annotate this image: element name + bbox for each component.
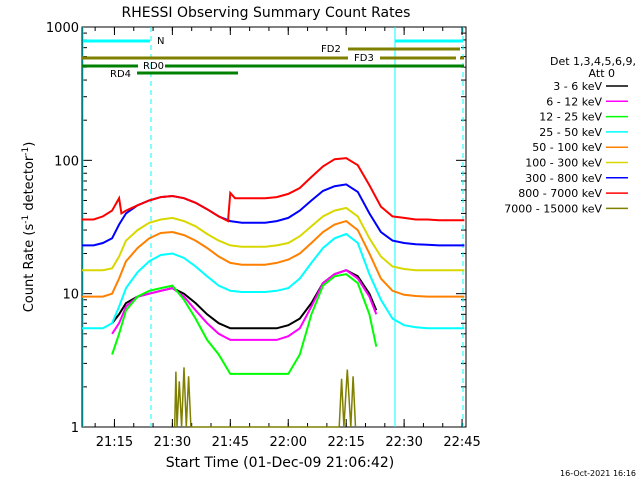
series-line-0 (111, 269, 378, 330)
legend-label: 12 - 25 keV (539, 111, 602, 124)
series-line-4 (82, 219, 465, 298)
fd3-label: FD3 (354, 53, 374, 64)
fd2-label: FD2 (321, 44, 341, 55)
plot-frame (81, 26, 467, 428)
rd0-label: RD0 (143, 61, 164, 72)
legend-label: 100 - 300 keV (525, 157, 602, 170)
x-tick-label: 22:45 (443, 435, 480, 450)
observing-annotations: N FD2 FD3 RD0 RD4 (82, 27, 464, 427)
x-tick-label: 22:00 (270, 435, 307, 450)
x-axis-label: Start Time (01-Dec-09 21:06:42) (166, 455, 394, 471)
y-tick-label: 10 (62, 288, 79, 303)
series-line-8 (173, 367, 357, 428)
legend-label: 6 - 12 keV (546, 95, 602, 108)
x-axis-ticks: 21:15 21:30 21:45 22:00 22:15 22:30 22:45 (94, 27, 481, 450)
x-tick-label: 22:15 (327, 435, 364, 450)
night-label: N (157, 36, 164, 47)
series-line-2 (111, 273, 378, 375)
x-tick-label: 22:30 (385, 435, 422, 450)
chart-title: RHESSI Observing Summary Count Rates (122, 5, 411, 21)
series-line-5 (82, 206, 465, 272)
legend-header-detectors: Det 1,3,4,5,6,9, (550, 55, 636, 68)
y-axis-label-part-a: Count Rate (s (22, 224, 37, 313)
y-axis-label: Count Rate (s-1 detector-1) (21, 142, 37, 313)
x-tick-label: 21:30 (154, 435, 191, 450)
y-axis-label-part-c: ) (22, 142, 37, 147)
legend-label: 25 - 50 keV (539, 126, 602, 139)
legend-label: 50 - 100 keV (532, 141, 602, 154)
legend-label: 800 - 7000 keV (518, 187, 602, 200)
series-line-3 (82, 232, 465, 330)
series-line-1 (111, 269, 378, 341)
y-tick-label: 100 (54, 154, 79, 169)
y-tick-label: 1000 (46, 21, 79, 36)
y-axis-label-part-b: detector (22, 155, 37, 215)
legend-header-attenuator: Att 0 (589, 67, 615, 80)
y-axis-label-sup-a: -1 (21, 215, 31, 224)
legend-label: 300 - 800 keV (525, 172, 602, 185)
footer-timestamp: 16-Oct-2021 16:16 (560, 469, 636, 478)
y-tick-label: 1 (71, 421, 79, 436)
y-axis-label-sup-b: -1 (21, 147, 31, 156)
legend-label: 7000 - 15000 keV (504, 202, 602, 215)
x-tick-label: 21:15 (96, 435, 133, 450)
rd4-label: RD4 (110, 69, 131, 80)
series-group (82, 157, 465, 428)
y-axis-ticks: 1 10 100 1000 (46, 21, 466, 436)
series-line-7 (82, 157, 465, 223)
legend-label: 3 - 6 keV (553, 80, 602, 93)
legend: Det 1,3,4,5,6,9,Att 03 - 6 keV 6 - 12 keV… (504, 55, 636, 215)
x-tick-label: 21:45 (212, 435, 249, 450)
series-line-6 (82, 183, 465, 247)
